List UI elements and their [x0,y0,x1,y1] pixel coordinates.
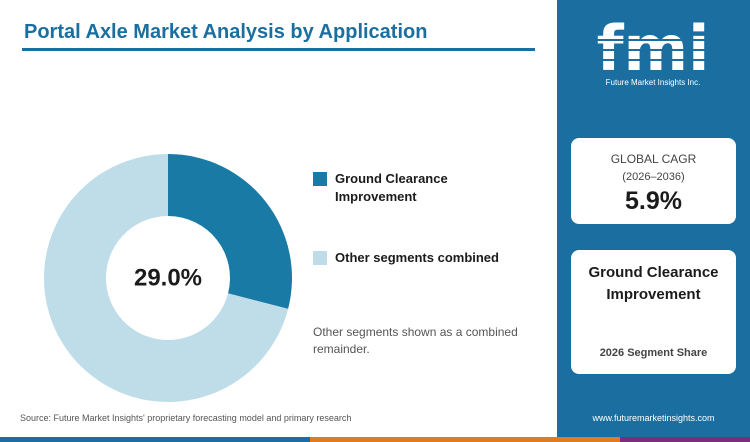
page-title: Portal Axle Market Analysis by Applicati… [24,21,428,43]
title-underline [22,48,535,51]
donut-chart: 29.0% [43,154,292,402]
legend-swatch-other-segments [313,251,327,265]
donut-slice-ground-clearance [168,154,292,309]
legend-label-other-segments: Other segments combined [335,250,499,265]
cagr-card: GLOBAL CAGR (2026–2036) 5.9% [571,138,736,224]
website-link[interactable]: www.futuremarketinsights.com [592,413,715,423]
donut-slice-other-segments [43,154,289,402]
legend-label-ground-clearance: Ground Clearance Improvement [335,171,448,204]
fmi-logo-name: Future Market Insights Inc. [605,78,701,87]
donut-center-label: 29.0% [134,265,202,292]
bottom-bar-segment-orange [310,437,620,442]
legend-item-other-segments: Other segments combined [313,249,499,267]
bottom-color-bar [0,437,750,442]
chart-note: Other segments shown as a combined remai… [313,325,518,356]
main-panel: Portal Axle Market Analysis by Applicati… [20,21,535,423]
cagr-period: (2026–2036) [622,171,685,183]
fmi-logo-mark: fmi [587,12,719,85]
fmi-logo-letters: fmi [597,12,710,78]
segment-card: Ground Clearance Improvement 2026 Segmen… [571,250,736,374]
cagr-value: 5.9% [625,187,682,215]
fmi-logo: fmi Future Market Insights Inc. [583,12,723,92]
bottom-bar-segment-purple [620,437,750,442]
side-panel: fmi Future Market Insights Inc. GLOBAL C… [557,0,750,437]
cagr-title: GLOBAL CAGR [610,152,697,166]
bottom-bar-segment-blue [0,437,310,442]
legend-swatch-ground-clearance [313,172,327,186]
source-note: Source: Future Market Insights' propriet… [20,413,352,423]
legend-item-ground-clearance: Ground Clearance Improvement [313,170,485,206]
segment-caption: 2026 Segment Share [599,347,708,359]
segment-name: Ground Clearance Improvement [588,264,719,303]
